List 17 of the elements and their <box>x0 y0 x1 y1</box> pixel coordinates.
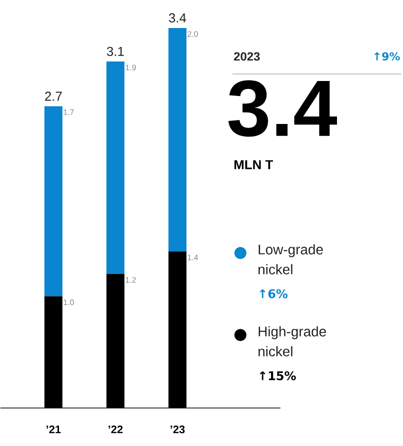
text: ↑6% <box>260 289 288 298</box>
text: ↑9% <box>374 52 400 60</box>
text: ↑15% <box>260 371 296 380</box>
x-tick-label: ’23 <box>170 426 184 434</box>
legend-label: Low-grade nickel <box>258 244 323 274</box>
x-tick-label: ’21 <box>46 426 61 434</box>
bar <box>44 106 62 296</box>
total-label: 2.7 <box>44 92 62 101</box>
bar <box>168 28 186 252</box>
legend-label: High-grade nickel <box>258 326 326 356</box>
total-label: 3.1 <box>106 46 124 56</box>
bar <box>106 62 124 274</box>
total-label: 3.4 <box>168 13 186 22</box>
x-tick-label: ’22 <box>108 426 122 434</box>
text: 2023 <box>234 52 260 61</box>
text: MLN T <box>234 160 273 170</box>
text: 3.4 <box>228 80 337 137</box>
